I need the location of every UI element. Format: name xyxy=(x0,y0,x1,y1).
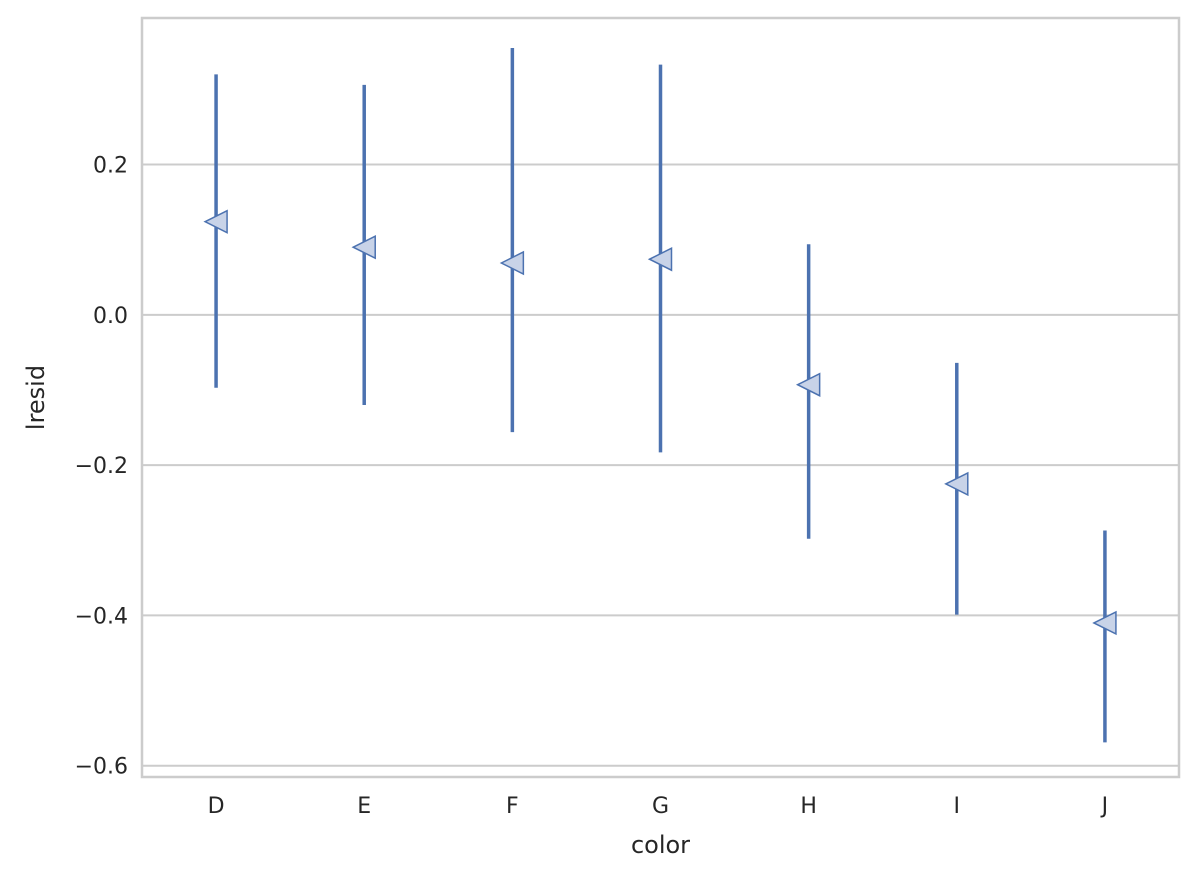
point-marker xyxy=(1092,610,1117,636)
x-tick-label: H xyxy=(800,794,817,819)
x-tick-label: D xyxy=(208,794,225,819)
x-tick-label: I xyxy=(954,794,961,819)
point-marker xyxy=(944,471,969,497)
y-axis-label: lresid xyxy=(22,365,50,430)
y-tick-label: −0.2 xyxy=(75,454,128,479)
x-tick-label: G xyxy=(652,794,669,819)
point-marker xyxy=(351,234,376,260)
x-tick-label: J xyxy=(1100,794,1109,819)
point-markers xyxy=(203,209,1117,636)
y-tick-label: 0.2 xyxy=(93,154,128,179)
x-tick-labels: D E F G H I J xyxy=(208,794,1109,819)
y-tick-label: 0.0 xyxy=(93,304,128,329)
y-tick-labels: −0.6 −0.4 −0.2 0.0 0.2 xyxy=(75,154,128,780)
y-tick-label: −0.4 xyxy=(75,604,128,629)
point-marker xyxy=(499,250,525,276)
x-axis-label: color xyxy=(631,831,690,859)
point-marker xyxy=(203,209,228,234)
point-marker xyxy=(795,372,821,397)
x-tick-label: E xyxy=(357,794,371,819)
x-tick-label: F xyxy=(506,794,519,819)
point-marker xyxy=(647,247,673,272)
error-bars xyxy=(214,48,1107,743)
plot-frame xyxy=(140,16,1181,779)
y-tick-label: −0.6 xyxy=(75,755,128,780)
